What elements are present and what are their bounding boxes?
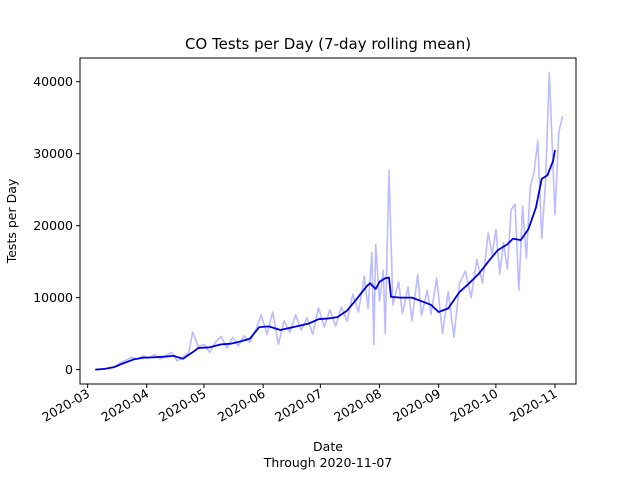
plot-frame [79,57,577,385]
y-tick-label: 40000 [33,74,73,89]
x-axis-sublabel: Through 2020-11-07 [263,455,392,470]
y-axis-label: Tests per Day [4,178,19,264]
series-line-rolling-mean [95,149,556,371]
chart-title: CO Tests per Day (7-day rolling mean) [185,35,471,53]
series-line-daily [95,71,564,371]
y-tick-label: 10000 [33,290,73,305]
series-daily [95,71,564,371]
plot-area [95,71,564,371]
y-tick-label: 20000 [33,218,73,233]
y-tick-label: 0 [65,362,73,377]
x-axis-label: Date [313,439,343,454]
y-tick-label: 30000 [33,146,73,161]
series-rolling-mean [95,149,556,371]
y-axis: 0 10000 20000 30000 40000 [33,74,80,377]
